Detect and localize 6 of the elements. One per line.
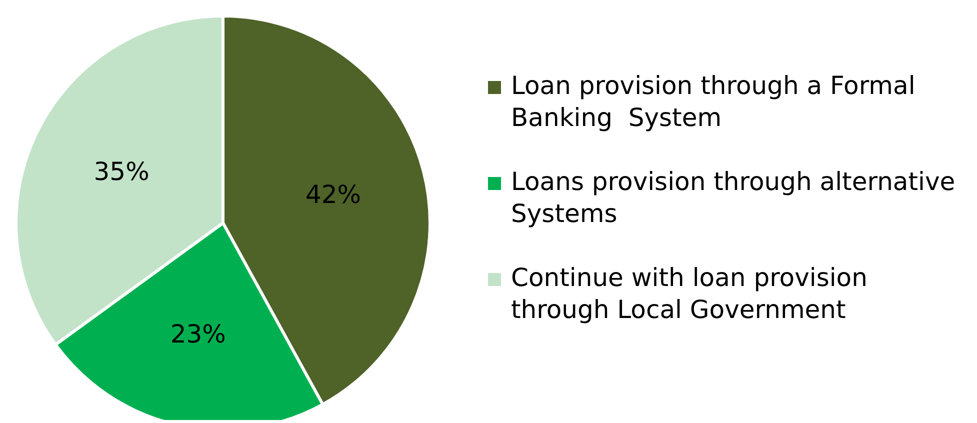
legend-label: Continue with loan provision through Local Government	[511, 262, 868, 326]
data-label: 35%	[94, 156, 150, 186]
legend-label: Loan provision through a Formal Banking System	[511, 70, 916, 134]
data-label: 42%	[305, 180, 362, 210]
legend-label: Loans provision through alternative Systems	[511, 166, 956, 230]
data-label: 23%	[170, 320, 226, 349]
